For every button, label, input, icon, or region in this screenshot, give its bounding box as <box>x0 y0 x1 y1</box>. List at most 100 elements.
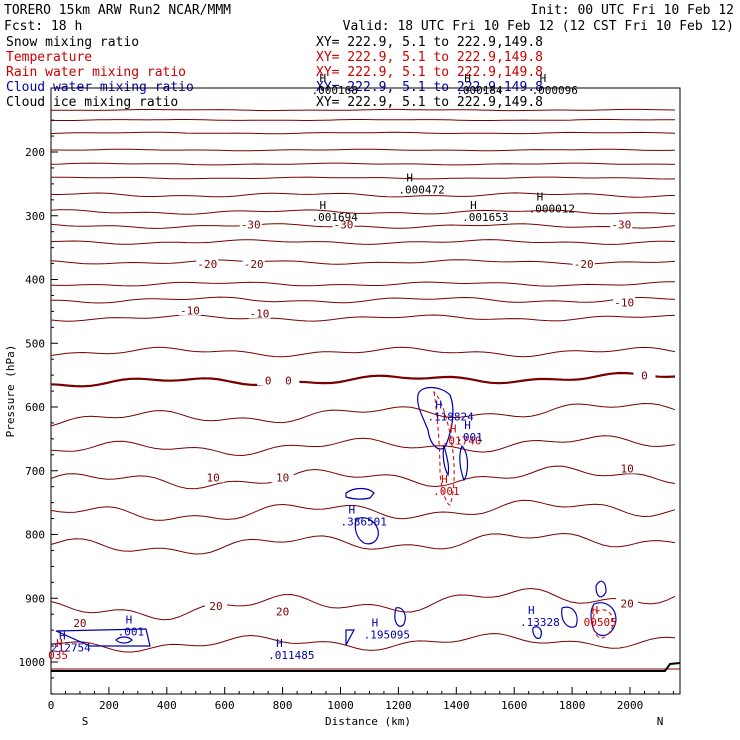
header-valid: Valid: 18 UTC Fri 10 Feb 12 (12 CST Fri … <box>343 19 734 34</box>
isotherm-label: -10 <box>180 304 200 317</box>
maximum-value-label: .000096 <box>532 84 578 97</box>
cloud-water-contour <box>561 606 578 628</box>
maximum-marker-h: H <box>56 637 63 650</box>
isotherm-label-bg <box>202 471 225 483</box>
isotherm-line <box>50 346 676 358</box>
isotherm-label-bg <box>257 374 280 386</box>
isotherm-label-bg <box>271 605 294 617</box>
legend-entry-name: Temperature <box>6 50 92 65</box>
isotherm-line <box>51 148 676 152</box>
isotherm-line <box>51 296 676 304</box>
maximum-marker-h: H <box>276 637 283 650</box>
isotherm-line <box>50 209 676 215</box>
isotherm-label-bg <box>572 257 595 269</box>
cloud-water-contour <box>394 607 406 627</box>
maximum-marker-h: H <box>59 629 66 642</box>
x-tick-label: 800 <box>273 699 293 712</box>
isotherm-label-bg <box>239 218 262 230</box>
legend-entry-name: Cloud ice mixing ratio <box>6 95 178 110</box>
isotherm-label-bg <box>242 257 265 269</box>
legend-entry-xy: XY= 222.9, 5.1 to 222.9,149.8 <box>316 35 543 50</box>
cloud-water-contours <box>55 386 617 647</box>
isotherm-label: 20 <box>276 605 289 618</box>
y-tick-label: 500 <box>25 337 45 350</box>
cloud-water-contour <box>442 444 450 477</box>
isotherm-label: 10 <box>276 471 289 484</box>
x-tick-label: 600 <box>215 699 235 712</box>
isotherm-line <box>50 532 676 555</box>
x-tick-label: 1400 <box>443 699 470 712</box>
maximum-value-label: .000012 <box>529 203 575 216</box>
y-tick-label: 600 <box>25 401 45 414</box>
isotherm-label: 20 <box>620 598 633 611</box>
cloud-water-contour <box>345 629 355 646</box>
isotherm-label-bg <box>277 374 300 386</box>
maximum-value-label: .000184 <box>456 84 503 97</box>
isotherm-label-bg <box>271 471 294 483</box>
maximum-marker-h: H <box>406 172 413 185</box>
maximum-value-label: .011485 <box>268 649 314 662</box>
isotherm-line <box>50 587 676 621</box>
maximum-marker-h: H <box>441 473 448 486</box>
maximum-value-label: .01740 <box>442 435 482 448</box>
maximum-marker-h: H <box>435 398 442 411</box>
isotherm-label-bg <box>616 462 639 474</box>
isotherm-line-zero <box>50 371 676 388</box>
maximum-marker-h: H <box>528 604 535 617</box>
y-tick-label: 700 <box>25 465 45 478</box>
isotherm-label-bg <box>178 304 201 316</box>
terrain-line <box>51 662 681 672</box>
x-axis-label: Distance (km) <box>325 715 411 728</box>
maximum-value-label: .386501 <box>341 516 387 529</box>
x-tick-label: 0 <box>48 699 55 712</box>
header-init: Init: 00 UTC Fri 10 Feb 12 <box>531 3 735 18</box>
isotherm-label: -20 <box>574 258 594 271</box>
cloud-water-contour <box>354 517 379 545</box>
isotherm-line <box>50 192 676 198</box>
header-forecast: Fcst: 18 h <box>4 19 82 34</box>
isotherm-line <box>50 131 676 135</box>
isotherm-label-bg <box>196 257 219 269</box>
isotherm-label: 20 <box>209 600 222 613</box>
maximum-marker-h: H <box>372 617 379 630</box>
isotherm-line <box>50 223 676 229</box>
isotherm-line <box>50 633 676 653</box>
y-tick-label: 200 <box>25 146 45 159</box>
x-tick-label: 200 <box>99 699 119 712</box>
y-tick-label: 400 <box>25 274 45 287</box>
y-axis-label: Pressure (hPa) <box>4 345 17 438</box>
legend-entry-name: Snow mixing ratio <box>6 35 139 50</box>
cloud-water-contour <box>532 626 542 639</box>
y-tick-label: 300 <box>25 210 45 223</box>
isotherm-line <box>50 281 675 287</box>
maximum-marker-h: H <box>320 72 327 85</box>
isotherm-line <box>51 176 676 180</box>
x-label-north: N <box>657 715 664 728</box>
isotherm-label: -30 <box>611 218 631 231</box>
isotherm-label-bg <box>613 296 636 308</box>
maximum-value-label: 212754 <box>51 641 91 654</box>
isotherm-label: 0 <box>641 369 648 382</box>
cloud-water-contour <box>345 487 375 500</box>
maximum-marker-h: H <box>464 419 471 432</box>
cloud-water-contour <box>590 602 617 637</box>
isotherm-label: 0 <box>285 375 292 388</box>
isotherm-label: 10 <box>206 471 219 484</box>
maximum-value-label: 035 <box>48 649 68 662</box>
maximum-marker-h: H <box>470 199 477 212</box>
maximum-marker-h: H <box>464 72 471 85</box>
maximum-value-label: .000472 <box>398 184 444 197</box>
isotherm-line <box>50 435 676 457</box>
isotherm-label: -20 <box>197 258 217 271</box>
maximum-marker-h: H <box>349 504 356 517</box>
isotherm-line <box>50 118 675 122</box>
isotherm-line <box>51 108 676 112</box>
x-tick-label: 1800 <box>559 699 586 712</box>
legend-entry-xy: XY= 222.9, 5.1 to 222.9,149.8 <box>316 65 543 80</box>
x-axis-ticks: 0 200 400 600 800 1000 1200 1400 1600 1800 2000 <box>48 687 674 712</box>
maximum-value-label: .001 <box>456 431 483 444</box>
maximum-marker-h: H <box>540 72 547 85</box>
field-maxima-labels: H.000168H.000184H.000096H.000472H.001694… <box>48 72 617 662</box>
cloud-water-contour <box>595 580 607 598</box>
